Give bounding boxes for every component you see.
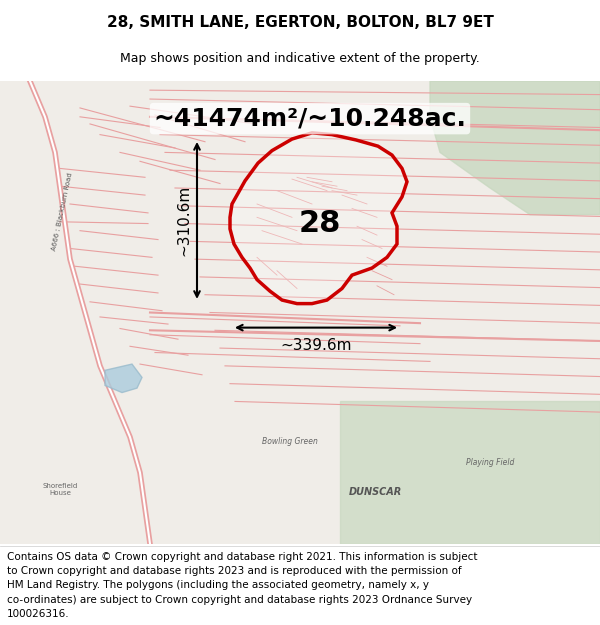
Text: ~41474m²/~10.248ac.: ~41474m²/~10.248ac.: [154, 107, 466, 131]
Text: 28: 28: [299, 209, 341, 238]
Text: Playing Field: Playing Field: [466, 459, 514, 468]
Text: Bowling Green: Bowling Green: [262, 437, 318, 446]
Text: Map shows position and indicative extent of the property.: Map shows position and indicative extent…: [120, 52, 480, 65]
Polygon shape: [105, 364, 142, 392]
Text: Shorefield
House: Shorefield House: [43, 483, 77, 496]
Text: A666 : Blackburn Road: A666 : Blackburn Road: [51, 172, 73, 251]
Text: ~310.6m: ~310.6m: [176, 185, 191, 256]
Polygon shape: [430, 81, 600, 214]
Polygon shape: [230, 133, 407, 304]
Text: DUNSCAR: DUNSCAR: [349, 487, 401, 497]
Text: co-ordinates) are subject to Crown copyright and database rights 2023 Ordnance S: co-ordinates) are subject to Crown copyr…: [7, 594, 472, 604]
Polygon shape: [340, 401, 600, 544]
Text: 28, SMITH LANE, EGERTON, BOLTON, BL7 9ET: 28, SMITH LANE, EGERTON, BOLTON, BL7 9ET: [107, 15, 493, 30]
Text: Contains OS data © Crown copyright and database right 2021. This information is : Contains OS data © Crown copyright and d…: [7, 552, 478, 562]
Text: 100026316.: 100026316.: [7, 609, 70, 619]
Text: ~339.6m: ~339.6m: [280, 338, 352, 353]
Text: HM Land Registry. The polygons (including the associated geometry, namely x, y: HM Land Registry. The polygons (includin…: [7, 580, 429, 590]
Text: to Crown copyright and database rights 2023 and is reproduced with the permissio: to Crown copyright and database rights 2…: [7, 566, 462, 576]
